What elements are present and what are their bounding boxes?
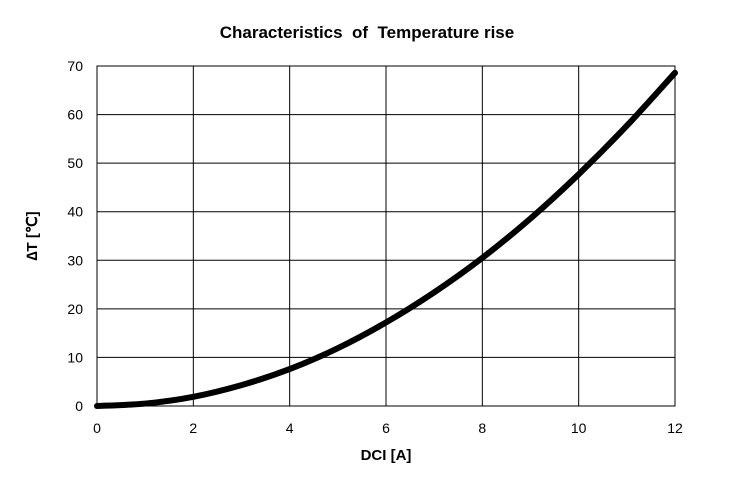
x-tick-label: 10 xyxy=(571,420,587,436)
y-axis-label: ∆T [℃] xyxy=(24,211,41,260)
y-tick-label: 70 xyxy=(67,58,83,74)
y-tick-label: 30 xyxy=(67,252,83,268)
y-tick-label: 60 xyxy=(67,107,83,123)
y-tick-label: 20 xyxy=(67,301,83,317)
x-tick-label: 4 xyxy=(286,420,294,436)
x-tick-label: 0 xyxy=(93,420,101,436)
y-tick-label: 50 xyxy=(67,155,83,171)
y-tick-label: 0 xyxy=(75,398,83,414)
temperature-rise-line xyxy=(94,69,678,409)
x-tick-label: 6 xyxy=(382,420,390,436)
x-tick-label: 12 xyxy=(667,420,683,436)
x-tick-label: 8 xyxy=(478,420,486,436)
y-tick-label: 40 xyxy=(67,204,83,220)
grid xyxy=(96,65,676,407)
chart-title: Characteristics of Temperature rise xyxy=(220,23,514,42)
y-tick-label: 10 xyxy=(67,349,83,365)
tick-labels: 0 2 4 6 8 10 12 0 10 20 30 40 50 60 70 xyxy=(67,58,683,436)
x-tick-label: 2 xyxy=(189,420,197,436)
x-axis-label: DCI [A] xyxy=(361,447,412,464)
plot-area-border xyxy=(96,65,676,407)
series-group xyxy=(94,69,678,409)
